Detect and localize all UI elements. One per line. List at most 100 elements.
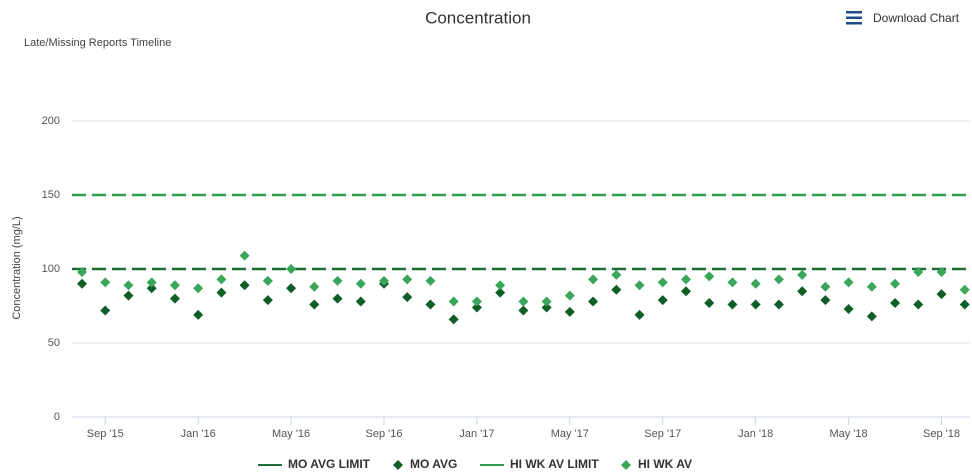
x-tick-label: May '16 <box>272 428 310 440</box>
data-point <box>727 277 738 288</box>
data-point <box>286 283 297 294</box>
data-point <box>518 305 529 316</box>
legend-label: MO AVG LIMIT <box>288 457 371 471</box>
legend-label: MO AVG <box>410 457 457 471</box>
data-point <box>309 299 320 310</box>
data-point <box>611 284 622 295</box>
data-point <box>379 275 390 286</box>
data-point <box>866 311 877 322</box>
data-point <box>448 314 459 325</box>
data-point <box>355 278 366 289</box>
chart-title: Concentration <box>425 8 531 27</box>
data-point <box>77 278 88 289</box>
download-label[interactable]: Download Chart <box>873 11 960 25</box>
data-point <box>680 274 691 285</box>
data-point <box>402 274 413 285</box>
data-point <box>913 299 924 310</box>
data-point <box>727 299 738 310</box>
data-point <box>773 274 784 285</box>
data-point <box>913 266 924 277</box>
data-point <box>425 275 436 286</box>
data-point <box>77 266 88 277</box>
legend-label: HI WK AV LIMIT <box>510 457 599 471</box>
data-point <box>332 275 343 286</box>
menu-icon-bar <box>846 16 862 19</box>
data-point <box>332 293 343 304</box>
data-point <box>657 277 668 288</box>
data-point <box>471 302 482 313</box>
data-point <box>541 302 552 313</box>
legend-symbol <box>393 460 403 470</box>
data-point <box>611 269 622 280</box>
data-point <box>890 298 901 309</box>
data-point <box>146 283 157 294</box>
data-point <box>262 275 273 286</box>
data-point <box>750 299 761 310</box>
data-point <box>146 277 157 288</box>
y-tick-label: 100 <box>42 263 60 275</box>
data-point <box>820 281 831 292</box>
data-point <box>123 280 134 291</box>
data-point <box>169 293 180 304</box>
menu-icon-bar <box>846 11 862 14</box>
x-tick-label: May '18 <box>830 428 868 440</box>
data-point <box>564 306 575 317</box>
y-tick-label: 50 <box>48 337 60 349</box>
data-point <box>866 281 877 292</box>
y-tick-label: 0 <box>54 411 60 423</box>
data-point <box>657 295 668 306</box>
data-point <box>495 280 506 291</box>
data-point <box>123 290 134 301</box>
data-point <box>750 278 761 289</box>
data-point <box>471 296 482 307</box>
data-point <box>634 309 645 320</box>
data-point <box>797 286 808 297</box>
data-point <box>216 274 227 285</box>
data-point <box>820 295 831 306</box>
data-point <box>680 286 691 297</box>
data-point <box>704 298 715 309</box>
y-tick-label: 200 <box>42 115 60 127</box>
x-tick-label: May '17 <box>551 428 589 440</box>
data-point <box>262 295 273 306</box>
data-point <box>286 264 297 274</box>
x-tick-label: Sep '15 <box>87 428 124 440</box>
data-point <box>309 281 320 292</box>
x-tick-label: Jan '18 <box>738 428 773 440</box>
download-button[interactable]: Download Chart <box>846 11 960 25</box>
x-tick-label: Jan '17 <box>459 428 494 440</box>
data-point <box>216 287 227 298</box>
legend-label: HI WK AV <box>638 457 692 471</box>
data-point <box>564 290 575 301</box>
data-point <box>843 303 854 314</box>
chart-subtitle: Late/Missing Reports Timeline <box>24 37 171 49</box>
data-point <box>355 296 366 307</box>
data-point <box>890 278 901 289</box>
data-point <box>541 296 552 307</box>
data-point <box>634 280 645 291</box>
data-point <box>100 305 111 316</box>
x-tick-label: Sep '17 <box>644 428 681 440</box>
data-point <box>797 269 808 280</box>
data-point <box>402 292 413 303</box>
legend-symbol <box>621 460 631 470</box>
data-point <box>448 296 459 307</box>
data-point <box>959 299 970 310</box>
data-point <box>936 289 947 300</box>
data-point <box>959 284 970 295</box>
y-axis-label: Concentration (mg/L) <box>11 216 23 319</box>
data-point <box>169 280 180 291</box>
data-point <box>936 266 947 277</box>
data-point <box>100 277 111 288</box>
data-point <box>843 277 854 288</box>
y-tick-label: 150 <box>42 189 60 201</box>
data-point <box>588 274 599 285</box>
data-point <box>193 309 204 320</box>
data-point <box>425 299 436 310</box>
data-point <box>193 283 204 294</box>
data-point <box>704 271 715 282</box>
data-point <box>239 280 250 291</box>
x-tick-label: Sep '16 <box>366 428 403 440</box>
data-point <box>588 296 599 307</box>
data-point <box>239 250 250 261</box>
